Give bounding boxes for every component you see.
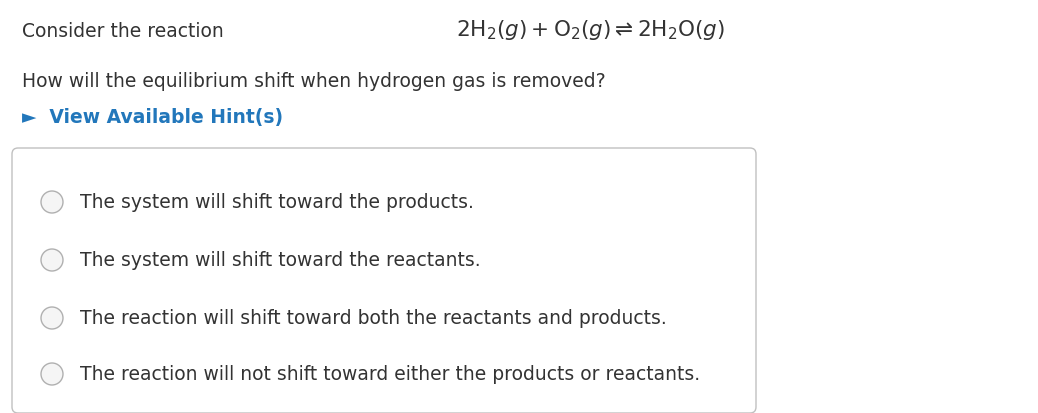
Text: How will the equilibrium shift when hydrogen gas is removed?: How will the equilibrium shift when hydr… <box>22 72 605 91</box>
FancyBboxPatch shape <box>12 149 756 413</box>
Text: Consider the reaction: Consider the reaction <box>22 22 224 41</box>
Text: The reaction will not shift toward either the products or reactants.: The reaction will not shift toward eithe… <box>80 365 700 384</box>
Circle shape <box>40 307 63 329</box>
Circle shape <box>40 249 63 271</box>
Text: The system will shift toward the products.: The system will shift toward the product… <box>80 193 474 212</box>
Text: $2\mathrm{H_2}(g) + \mathrm{O_2}(g) \rightleftharpoons 2\mathrm{H_2O}(g)$: $2\mathrm{H_2}(g) + \mathrm{O_2}(g) \rig… <box>456 18 725 42</box>
Circle shape <box>40 363 63 385</box>
Text: The reaction will shift toward both the reactants and products.: The reaction will shift toward both the … <box>80 309 666 328</box>
Text: ►  View Available Hint(s): ► View Available Hint(s) <box>22 108 283 127</box>
Circle shape <box>40 192 63 214</box>
Text: The system will shift toward the reactants.: The system will shift toward the reactan… <box>80 251 481 270</box>
